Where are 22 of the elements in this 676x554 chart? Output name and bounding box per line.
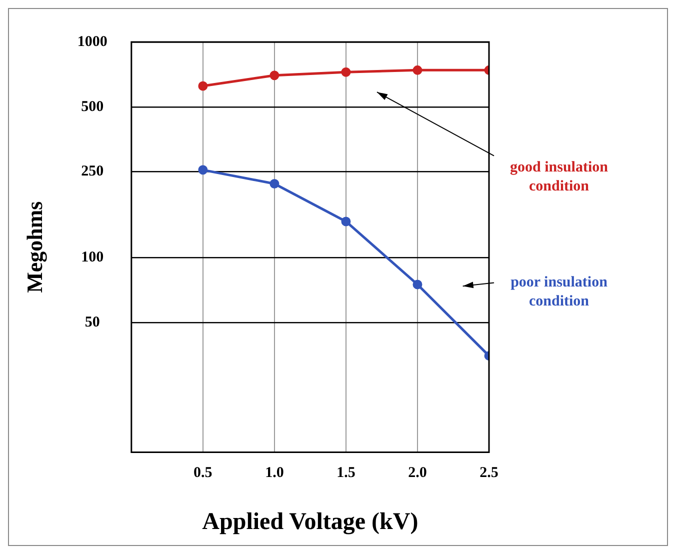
y-tick-label: 100: [81, 249, 104, 266]
point: [341, 67, 351, 77]
text: poor insulation condition: [510, 274, 608, 310]
x-tick-label: 1.0: [265, 465, 284, 482]
text: good insulation condition: [510, 160, 609, 195]
x-tick-label: 2.0: [408, 465, 427, 482]
point: [198, 165, 208, 175]
point: [270, 178, 280, 188]
point: [412, 65, 422, 75]
x-tick-label: 0.5: [194, 465, 212, 482]
y-axis-title: Megohms: [22, 200, 47, 293]
point: [198, 81, 208, 91]
x-axis-title: Applied Voltage (kV): [202, 508, 418, 535]
point: [341, 216, 351, 226]
point: [270, 70, 280, 80]
y-tick-label: 1000: [77, 34, 108, 50]
y-tick-label: 500: [81, 98, 104, 115]
x-tick-label: 1.5: [336, 465, 356, 482]
y-tick-label: 50: [84, 314, 100, 330]
y-tick-label: 250: [81, 164, 104, 180]
point: [412, 280, 422, 290]
x-tick-label: 2.5: [480, 465, 498, 482]
